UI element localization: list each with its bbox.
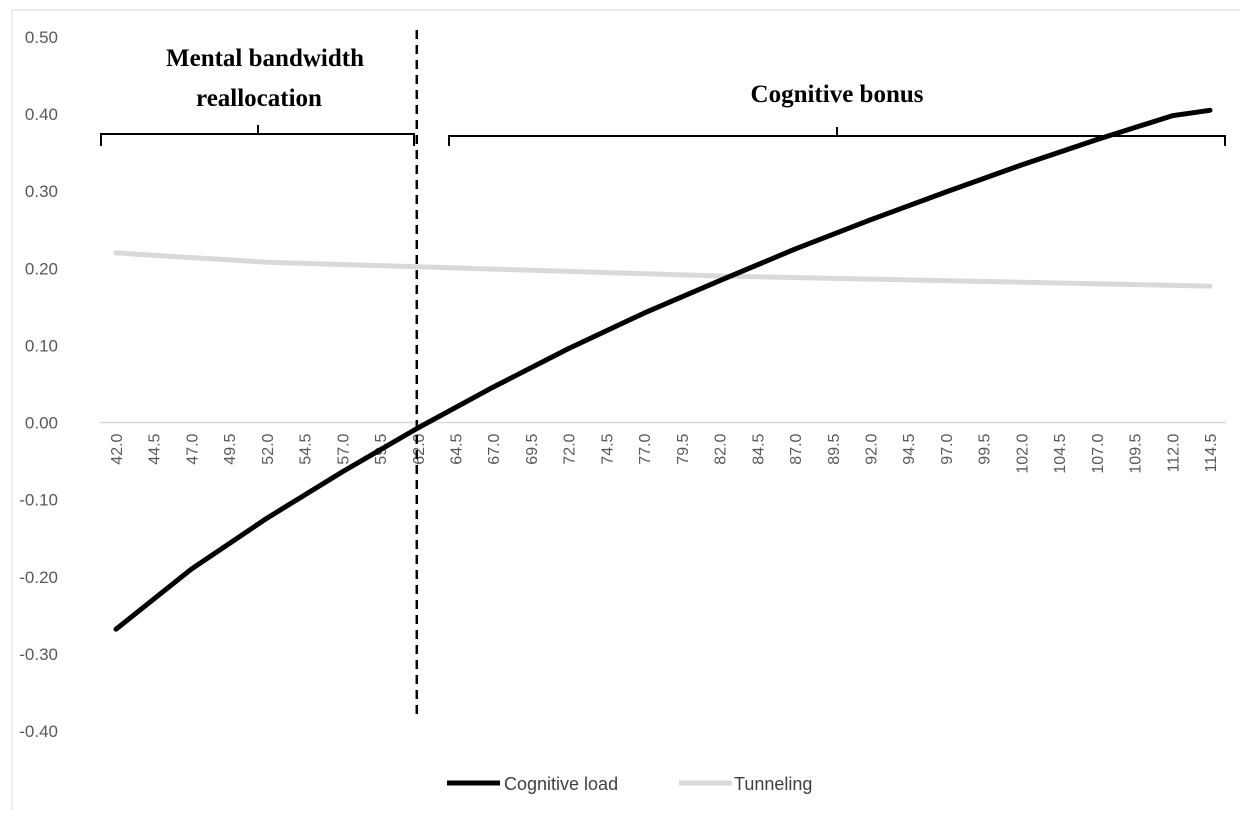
left-region-label-line2: reallocation: [196, 85, 322, 112]
x-tick-label: 64.5: [449, 433, 466, 464]
x-tick-label: 109.5: [1128, 433, 1145, 473]
x-tick-label: 89.5: [826, 433, 843, 464]
x-tick-label: 42.0: [109, 433, 126, 464]
series-layer: [113, 107, 1213, 632]
x-tick-label: 92.0: [863, 433, 880, 464]
x-tick-label: 87.0: [788, 433, 805, 464]
left-region-bracket: [100, 125, 415, 146]
x-tick-label: 74.5: [599, 433, 616, 464]
x-tick-label: 79.5: [675, 433, 692, 464]
annotation-layer: Mental bandwidth reallocation Cognitive …: [100, 30, 1226, 718]
x-tick-label: 84.5: [750, 433, 767, 464]
x-tick-label: 52.0: [260, 433, 277, 464]
series-line-cognitive-load: [113, 107, 1213, 632]
x-tick-label: 57.0: [335, 433, 352, 464]
right-region-label: Cognitive bonus: [751, 81, 924, 108]
legend-label-cognitive-load: Cognitive load: [504, 774, 618, 794]
x-tick-label: 99.5: [977, 433, 994, 464]
x-tick-label: 49.5: [222, 433, 239, 464]
y-tick-label: 0.50: [25, 28, 58, 47]
x-tick-label: 102.0: [1014, 433, 1031, 473]
y-tick-label: -0.20: [19, 568, 58, 587]
x-tick-label: 97.0: [939, 433, 956, 464]
x-axis-ticks: 42.0 44.5 47.0 49.5 52.0 54.5 57.0 59.5 62.0 64.5…: [109, 433, 1220, 473]
x-tick-label: 94.5: [901, 433, 918, 464]
right-region-bracket: [448, 127, 1226, 146]
legend-label-tunneling: Tunneling: [734, 774, 812, 794]
y-tick-label: 0.20: [25, 259, 58, 278]
y-tick-label: 0.30: [25, 182, 58, 201]
x-tick-label: 107.0: [1090, 433, 1107, 473]
x-tick-label: 77.0: [637, 433, 654, 464]
y-axis-ticks: 0.50 0.40 0.30 0.20 0.10 0.00 -0.10 -0.20 -0.30 -…: [19, 28, 58, 741]
legend: Cognitive load Tunneling: [447, 774, 812, 794]
series-line-tunneling: [113, 250, 1213, 289]
x-tick-label: 67.0: [486, 433, 503, 464]
x-tick-label: 112.0: [1165, 433, 1182, 472]
x-tick-label: 82.0: [713, 433, 730, 464]
x-tick-label: 62.0: [411, 433, 428, 464]
x-tick-label: 44.5: [147, 433, 164, 464]
left-region-label-line1: Mental bandwidth: [166, 45, 364, 72]
x-tick-label: 47.0: [184, 433, 201, 464]
y-tick-label: 0.00: [25, 414, 58, 433]
y-tick-label: 0.40: [25, 105, 58, 124]
x-tick-label: 104.5: [1052, 433, 1069, 473]
x-tick-label: 54.5: [298, 433, 315, 464]
y-tick-label: 0.10: [25, 336, 58, 355]
x-tick-label: 72.0: [562, 433, 579, 464]
x-tick-label: 114.5: [1203, 433, 1220, 472]
y-tick-label: -0.10: [19, 491, 58, 510]
y-tick-label: -0.30: [19, 645, 58, 664]
y-tick-label: -0.40: [19, 722, 58, 741]
x-tick-label: 69.5: [524, 433, 541, 464]
